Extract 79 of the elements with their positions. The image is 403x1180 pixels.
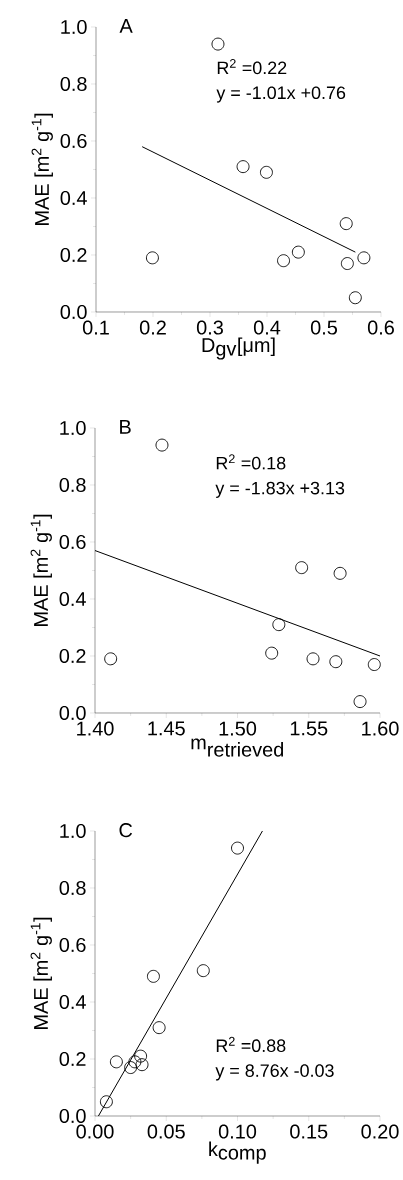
point: [348, 291, 362, 305]
y-tick-label: 0.2: [59, 1051, 86, 1067]
point: [295, 561, 309, 575]
y-tick-label: 0.4: [59, 591, 86, 607]
x-tick-label: 0.3: [196, 320, 223, 335]
point: [124, 1061, 138, 1074]
y-tick-label: 0.2: [60, 247, 87, 263]
y-tick-label: 0.0: [59, 1108, 86, 1124]
y-axis-title: MAE [m$^{2}$ g$^{-1}$]: [31, 113, 53, 225]
x-tick-label: 0.15: [290, 1124, 328, 1139]
point: [145, 251, 159, 265]
annotation: A: [119, 19, 133, 33]
x-tick-label: 0.1: [82, 320, 109, 335]
x-tick-label: 1.55: [290, 721, 328, 736]
y-tick-label: 0.0: [59, 705, 86, 721]
point: [146, 969, 160, 983]
x-tick-label: 0.4: [253, 320, 281, 335]
point: [353, 695, 367, 709]
y-tick-label: 0.4: [60, 190, 87, 206]
annotation: C: [119, 823, 133, 838]
y-axis-title: MAE [m$^{2}$ g$^{-1}$]: [30, 514, 52, 626]
point: [99, 1095, 113, 1109]
y-tick-label: 0.8: [60, 76, 87, 92]
point: [196, 964, 210, 978]
y-tick-label: 0.6: [59, 937, 86, 953]
y-tick-label: 1.0: [61, 19, 87, 35]
point: [265, 646, 279, 660]
x-tick-label: 1.60: [362, 721, 399, 736]
annotation: y = 8.76x -0.03: [215, 1064, 334, 1081]
y-tick-label: 0.0: [60, 304, 87, 320]
y-tick-label: 0.2: [59, 648, 86, 664]
x-tick-label: 1.45: [148, 721, 185, 736]
x-tick-label: 0.5: [310, 320, 338, 335]
annotation: y = -1.83x +3.13: [215, 481, 345, 498]
point: [128, 1055, 142, 1069]
point: [152, 1021, 166, 1035]
x-tick-label: 0.6: [367, 320, 394, 335]
x-tick-label: 0.00: [76, 1124, 114, 1139]
point: [333, 566, 347, 580]
annotation: R$^{2}$ =0.18: [216, 454, 286, 470]
annotation: R$^{2}$ =0.22: [217, 59, 287, 75]
y-tick-label: 0.6: [60, 133, 87, 149]
point: [306, 652, 320, 666]
y-tick-label: 0.4: [59, 994, 86, 1010]
x-tick-label: 0.2: [139, 320, 166, 335]
point: [104, 652, 118, 666]
y-tick-label: 1.0: [60, 823, 86, 839]
point: [340, 257, 354, 270]
x-axis-title: $\textrm{m}_{\textrm{retrieved}}$: [191, 738, 284, 757]
x-tick-label: 0.20: [361, 1124, 399, 1139]
x-tick-label: 1.50: [219, 721, 257, 736]
point: [329, 655, 343, 669]
point: [109, 1055, 123, 1069]
annotation: y = -1.01x +0.76: [216, 86, 346, 103]
x-axis-title: $\textrm{k}_{\textrm{comp}}$: [209, 1141, 266, 1164]
y-tick-label: 0.8: [59, 477, 86, 493]
point: [259, 165, 273, 179]
point: [155, 438, 169, 452]
x-tick-label: 0.10: [218, 1124, 257, 1139]
point: [291, 245, 305, 259]
x-tick-label: 1.40: [77, 721, 114, 736]
point: [277, 254, 290, 268]
point: [272, 618, 286, 632]
annotation: B: [120, 420, 131, 434]
x-tick-label: 0.05: [147, 1124, 185, 1139]
point: [357, 251, 371, 265]
point: [135, 1058, 149, 1072]
point: [211, 37, 225, 51]
point: [231, 841, 244, 855]
point: [367, 658, 381, 671]
point: [134, 1049, 148, 1063]
y-axis-title: MAE [m$^{2}$ g$^{-1}$]: [30, 917, 52, 1029]
y-tick-label: 0.6: [59, 534, 86, 550]
y-tick-label: 0.8: [59, 880, 86, 896]
x-axis-title: $\textrm{D}_{\textrm{gv}}\textrm{[μm]}$: [202, 337, 275, 360]
point: [236, 160, 250, 174]
y-tick-label: 1.0: [60, 420, 86, 436]
point: [339, 217, 353, 231]
annotation: R$^{2}$ =0.88: [216, 1036, 286, 1053]
